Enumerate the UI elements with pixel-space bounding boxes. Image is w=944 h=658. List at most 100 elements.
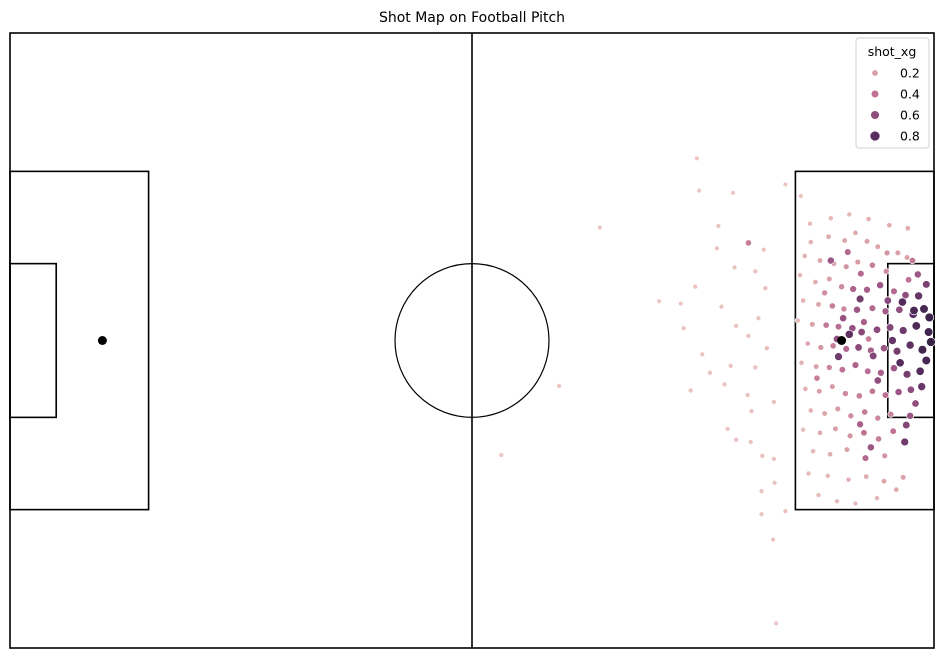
shot-point [861,408,869,416]
shot-point [733,323,739,329]
shot-point [846,211,853,218]
shot-point [881,391,890,399]
shot-point [821,410,828,417]
shot-point [771,479,778,486]
shot-point [821,289,829,297]
shot-point [680,325,687,332]
shot-point [834,405,841,413]
penalty-spot-right [837,336,847,345]
shot-point [844,248,852,256]
shot-point [874,243,881,250]
shot-point [924,312,935,323]
shot-point [677,300,684,307]
shot-point [770,399,777,405]
shot-point [897,297,907,307]
shot-point [894,249,901,257]
shot-point [838,283,846,291]
shot-point [855,294,865,304]
shot-point [839,314,848,323]
legend-marker [870,89,880,99]
shot-point [876,281,885,290]
shot-point [860,429,868,437]
shot-point [880,478,888,485]
shot-point [838,366,846,374]
shot-point [828,302,836,310]
shot-point [797,272,803,279]
shot-point [707,369,713,376]
shot-point [834,322,843,331]
shot-point [853,305,861,314]
shot-point [826,275,833,283]
shot-point [913,270,922,279]
shot-point [893,486,900,493]
shot-point [840,305,848,313]
shot-point [798,359,805,366]
shot-point [917,382,927,392]
shot-point [764,345,770,352]
shot-point [875,435,883,443]
shot-point [895,358,905,368]
shot-point [699,351,706,358]
shot-point [752,364,759,371]
shot-point [843,446,851,453]
shot-point [911,399,920,408]
pitch-lines [9,32,935,649]
shot-point [770,456,777,462]
shot-point [834,498,840,505]
shot-point [825,233,832,240]
shot-point [903,254,911,261]
shot-point [879,344,888,353]
shot-point [909,305,919,316]
shot-point [873,376,882,385]
shot-point [801,252,808,259]
shot-point [911,321,921,331]
shot-point [904,225,911,232]
shot-point [906,385,915,394]
shot-point [852,229,859,236]
shot-point [902,370,912,379]
shot-point [890,287,898,296]
shot-point [824,472,831,479]
shot-point [498,452,505,458]
shot-point [755,315,762,322]
shot-point [881,307,890,316]
shot-point [868,387,876,395]
legend-label: 0.8 [900,129,920,144]
shot-point [825,363,833,371]
shot-point [883,296,892,305]
shot-point [794,317,801,324]
shot-point [713,245,720,252]
shot-point [842,390,849,397]
shot-point [731,264,738,271]
shot-point [882,267,890,275]
shot-point [868,261,876,269]
shot-point [687,387,694,394]
shot-point [800,297,807,304]
shot-point [874,495,880,502]
legend-label: 0.2 [900,66,920,81]
shot-point [807,220,813,227]
shot-point [866,443,875,452]
shot-point [922,280,931,289]
center-circle [394,263,550,418]
shot-point [898,326,908,335]
shot-point [694,155,700,162]
shot-point [872,325,882,334]
shot-point [895,305,904,314]
shot-point [842,263,850,270]
shot-point [906,411,915,420]
shot-point [904,276,913,284]
shot-point [656,298,662,305]
shot-point [887,410,895,418]
shot-point [919,304,929,314]
shot-point [900,437,910,447]
shot-point [905,340,915,350]
shot-point [804,340,811,347]
shot-point [816,388,823,395]
shot-point [829,342,837,350]
shot-point [770,536,776,543]
shot-point [874,414,882,422]
shot-point [812,279,819,286]
shot-point [846,432,854,440]
